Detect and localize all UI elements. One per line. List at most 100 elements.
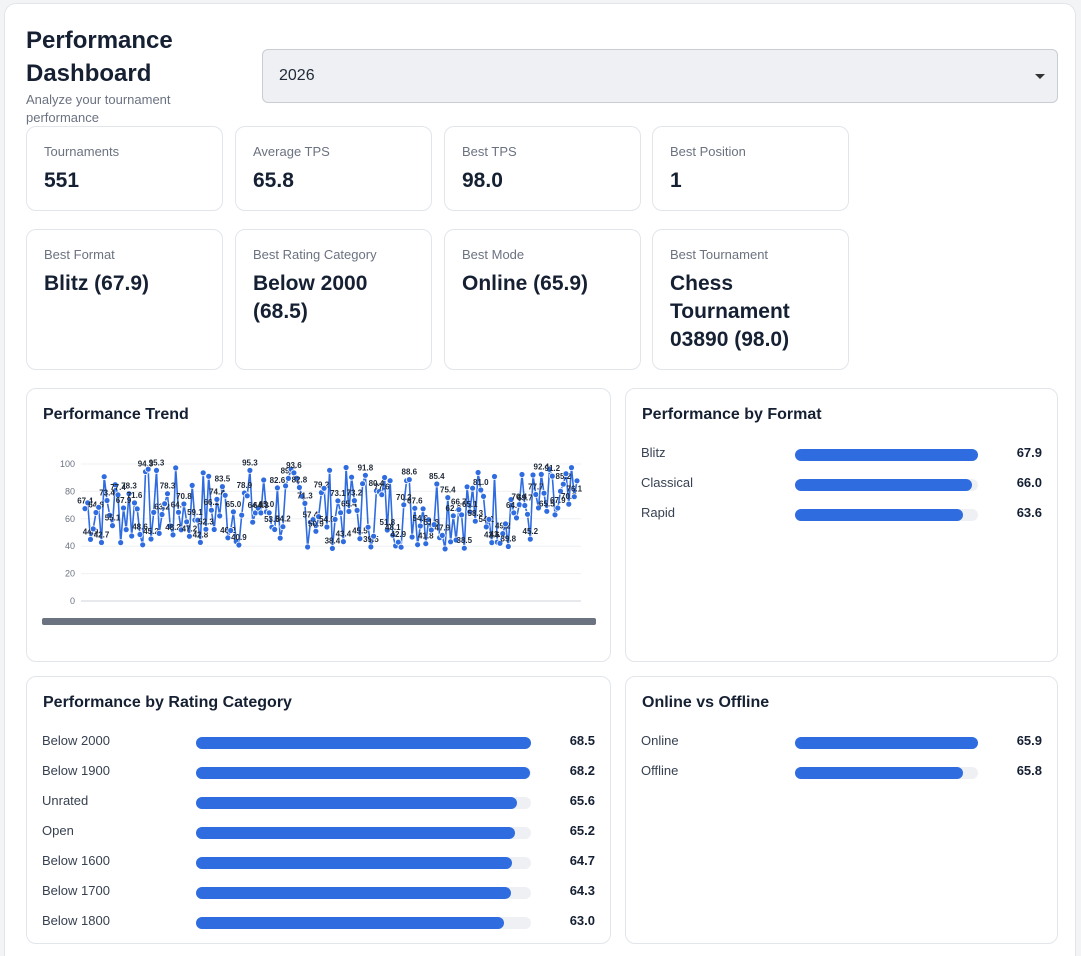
trend-point[interactable] bbox=[257, 509, 265, 517]
trend-point[interactable] bbox=[100, 473, 108, 481]
trend-point[interactable] bbox=[342, 464, 350, 471]
trend-point[interactable] bbox=[370, 532, 378, 540]
trend-point[interactable] bbox=[405, 476, 413, 483]
trend-point[interactable] bbox=[529, 471, 537, 479]
trend-point[interactable] bbox=[537, 470, 545, 478]
trend-point[interactable] bbox=[331, 516, 339, 523]
trend-point[interactable] bbox=[361, 471, 369, 479]
trend-point[interactable] bbox=[98, 539, 105, 546]
trend-point[interactable] bbox=[169, 531, 177, 539]
trend-point[interactable] bbox=[279, 523, 287, 531]
trend-point[interactable] bbox=[172, 464, 180, 472]
trend-point[interactable] bbox=[164, 490, 171, 498]
trend-point[interactable] bbox=[419, 505, 427, 513]
trend-point[interactable] bbox=[103, 497, 111, 504]
trend-point[interactable] bbox=[293, 474, 301, 482]
trend-point[interactable] bbox=[383, 526, 391, 534]
trend-point[interactable] bbox=[474, 469, 482, 476]
trend-point[interactable] bbox=[562, 470, 570, 478]
trend-point[interactable] bbox=[111, 481, 119, 489]
trend-point[interactable] bbox=[504, 543, 512, 550]
trend-point[interactable] bbox=[524, 510, 531, 518]
trend-point[interactable] bbox=[557, 487, 564, 495]
trend-point[interactable] bbox=[411, 504, 419, 512]
trend-point[interactable] bbox=[210, 526, 218, 533]
trend-point[interactable] bbox=[276, 534, 284, 542]
trend-point[interactable] bbox=[265, 509, 273, 517]
trend-point[interactable] bbox=[120, 504, 127, 512]
trend-point[interactable] bbox=[389, 531, 397, 539]
trend-point[interactable] bbox=[540, 489, 548, 497]
trend-point[interactable] bbox=[438, 532, 446, 539]
trend-point[interactable] bbox=[568, 464, 575, 472]
trend-point[interactable] bbox=[235, 541, 243, 549]
trend-point[interactable] bbox=[166, 522, 174, 530]
trend-point[interactable] bbox=[499, 530, 507, 537]
trend-point[interactable] bbox=[548, 472, 556, 480]
trend-point[interactable] bbox=[224, 534, 232, 542]
trend-point[interactable] bbox=[125, 490, 133, 498]
trend-point[interactable] bbox=[425, 516, 433, 524]
trend-point[interactable] bbox=[416, 522, 424, 530]
trend-point[interactable] bbox=[414, 541, 422, 549]
trend-point[interactable] bbox=[309, 516, 317, 523]
trend-point[interactable] bbox=[87, 536, 94, 543]
trend-point[interactable] bbox=[477, 486, 485, 494]
trend-point[interactable] bbox=[282, 482, 290, 490]
trend-point[interactable] bbox=[216, 512, 224, 520]
trend-point[interactable] bbox=[194, 516, 202, 524]
trend-point[interactable] bbox=[359, 480, 367, 488]
trend-point[interactable] bbox=[515, 501, 523, 508]
trend-point[interactable] bbox=[348, 473, 356, 481]
trend-point[interactable] bbox=[449, 512, 457, 520]
trend-point[interactable] bbox=[507, 496, 515, 503]
trend-point[interactable] bbox=[491, 473, 498, 480]
trend-point[interactable] bbox=[441, 545, 449, 553]
trend-point[interactable] bbox=[84, 499, 92, 507]
trend-point[interactable] bbox=[458, 511, 466, 519]
trend-point[interactable] bbox=[496, 539, 504, 547]
trend-point[interactable] bbox=[290, 469, 298, 477]
trend-point[interactable] bbox=[521, 502, 529, 509]
trend-point[interactable] bbox=[213, 496, 221, 503]
trend-point[interactable] bbox=[367, 543, 375, 551]
trend-point[interactable] bbox=[328, 545, 336, 552]
trend-point[interactable] bbox=[469, 484, 477, 492]
chart-scrollbar[interactable] bbox=[42, 618, 596, 625]
trend-point[interactable] bbox=[570, 493, 578, 501]
trend-point[interactable] bbox=[386, 477, 394, 485]
trend-point[interactable] bbox=[400, 501, 408, 509]
trend-point[interactable] bbox=[312, 527, 320, 535]
trend-point[interactable] bbox=[199, 469, 207, 477]
trend-point[interactable] bbox=[480, 493, 487, 500]
trend-point[interactable] bbox=[455, 506, 463, 513]
trend-point[interactable] bbox=[243, 492, 251, 500]
trend-point[interactable] bbox=[89, 525, 97, 533]
trend-point[interactable] bbox=[482, 523, 490, 531]
trend-point[interactable] bbox=[147, 535, 155, 543]
trend-point[interactable] bbox=[546, 465, 553, 473]
trend-point[interactable] bbox=[320, 484, 328, 492]
trend-point[interactable] bbox=[106, 511, 114, 519]
trend-point[interactable] bbox=[447, 538, 455, 546]
trend-point[interactable] bbox=[81, 505, 89, 512]
trend-point[interactable] bbox=[128, 532, 136, 540]
trend-point[interactable] bbox=[356, 535, 364, 543]
trend-point[interactable] bbox=[196, 539, 204, 546]
trend-point[interactable] bbox=[229, 508, 237, 516]
trend-point[interactable] bbox=[153, 466, 160, 474]
trend-point[interactable] bbox=[510, 509, 518, 517]
trend-point[interactable] bbox=[298, 492, 306, 500]
trend-point[interactable] bbox=[227, 527, 235, 534]
trend-point[interactable] bbox=[350, 497, 358, 504]
trend-point[interactable] bbox=[180, 500, 188, 508]
trend-point[interactable] bbox=[161, 500, 169, 508]
trend-point[interactable] bbox=[339, 538, 347, 545]
trend-point[interactable] bbox=[381, 474, 389, 481]
trend-point[interactable] bbox=[488, 539, 496, 546]
trend-point[interactable] bbox=[246, 466, 254, 474]
trend-point[interactable] bbox=[466, 508, 474, 516]
trend-point[interactable] bbox=[177, 526, 185, 534]
trend-point[interactable] bbox=[185, 532, 193, 540]
trend-point[interactable] bbox=[408, 533, 416, 541]
